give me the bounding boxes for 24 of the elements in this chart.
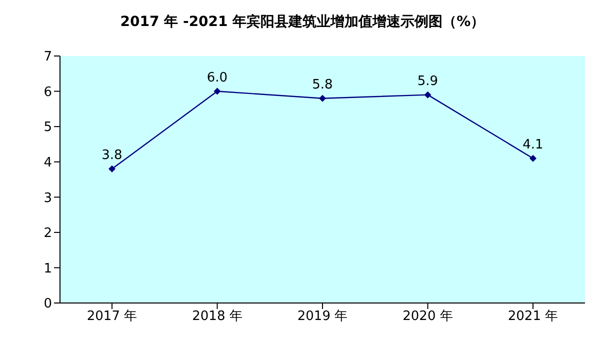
y-tick-label: 5 [44,120,52,136]
y-tick-label: 3 [44,190,52,206]
x-tick-label: 2020 年 [402,309,453,324]
data-label: 3.8 [102,148,122,163]
data-label: 5.8 [312,77,333,92]
point [530,154,536,162]
x-tick-label: 2017 年 [86,309,138,324]
y-tick-label: 6 [44,84,52,100]
y-tick-label: 1 [44,261,52,276]
point [424,91,432,98]
x-tick-label: 2021 年 [508,309,558,324]
data-label: 5.9 [417,74,438,89]
x-tick-label: 2019 年 [297,309,348,324]
point [214,88,221,95]
data-label: 4.1 [522,137,544,152]
chart-title: 2017 年 -2021 年宾阳县建筑业增加值增速示例图（%） [119,13,486,32]
data-label: 6.0 [206,70,228,86]
x-tick-label: 2018 年 [192,309,242,324]
y-tick-label: 4 [44,155,52,170]
point [319,94,326,102]
y-tick-label: 7 [44,50,52,65]
y-tick-label: 2 [44,226,52,242]
point [108,165,116,172]
y-tick-label: 0 [44,296,52,312]
